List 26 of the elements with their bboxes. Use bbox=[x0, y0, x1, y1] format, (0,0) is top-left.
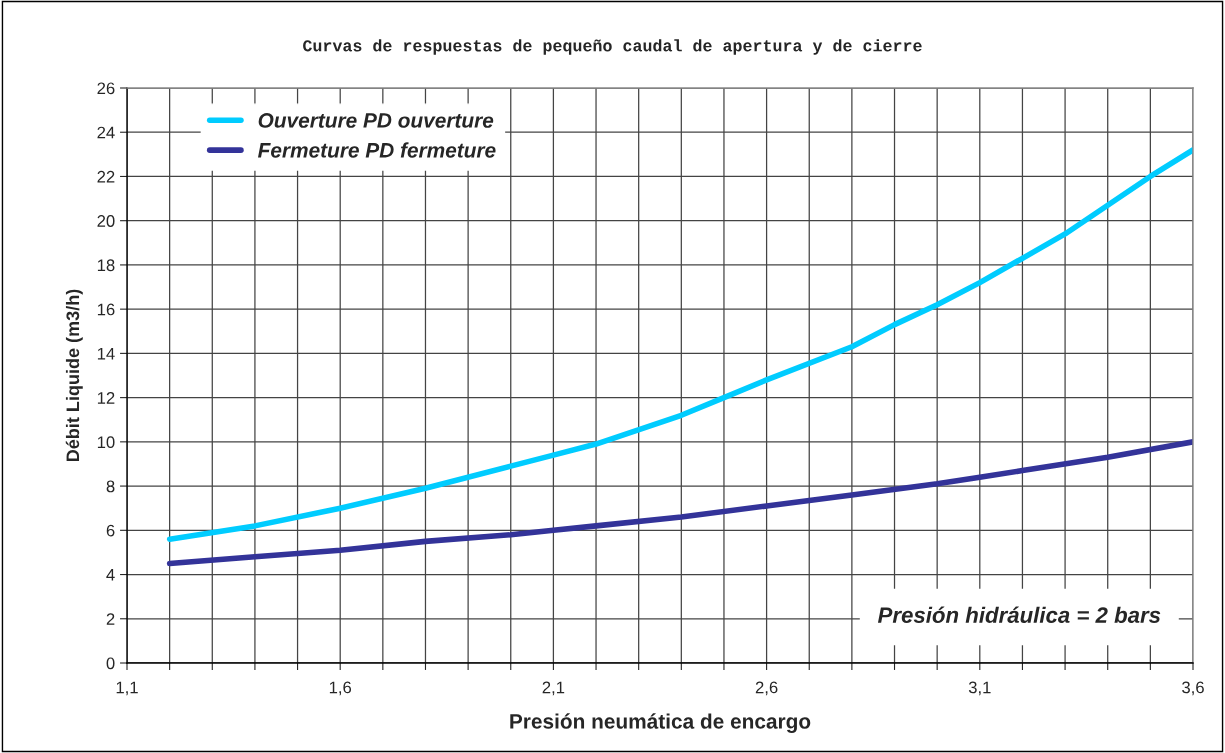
y-tick-label: 8 bbox=[106, 480, 115, 493]
y-tick-label: 2 bbox=[106, 613, 115, 625]
legend-label: Ouverture PD ouverture bbox=[258, 113, 494, 128]
legend-label: Fermeture PD fermeture bbox=[257, 142, 496, 158]
y-tick-label: 0 bbox=[106, 657, 115, 670]
y-tick-label: 4 bbox=[106, 569, 115, 581]
y-tick-label: 20 bbox=[97, 215, 115, 227]
y-axis-title: Débit Liquide (m3/h) bbox=[65, 289, 83, 462]
x-tick-label: 2,1 bbox=[542, 681, 565, 696]
annotation: Presión hidráulica = 2 bars bbox=[877, 606, 1161, 623]
y-tick-label: 18 bbox=[97, 259, 115, 272]
chart-title: Curvas de respuestas de pequeño caudal de apertura y de cierre bbox=[303, 39, 922, 55]
x-tick-label: 1,6 bbox=[329, 681, 352, 696]
x-tick-label: 3,6 bbox=[1182, 681, 1204, 696]
y-tick-label: 16 bbox=[97, 303, 115, 316]
y-tick-label: 6 bbox=[106, 524, 115, 537]
y-tick-label: 12 bbox=[97, 392, 115, 404]
y-tick-label: 14 bbox=[97, 347, 115, 360]
y-tick-label: 26 bbox=[97, 82, 115, 95]
y-tick-label: 24 bbox=[97, 126, 115, 139]
x-axis-title: Presión neumática de encargo bbox=[510, 713, 811, 733]
y-tick-label: 22 bbox=[97, 170, 115, 183]
y-tick-label: 10 bbox=[97, 436, 115, 449]
x-tick-label: 2,6 bbox=[755, 681, 778, 696]
x-tick-label: 1,1 bbox=[116, 681, 138, 696]
x-tick-label: 3,1 bbox=[968, 681, 991, 696]
